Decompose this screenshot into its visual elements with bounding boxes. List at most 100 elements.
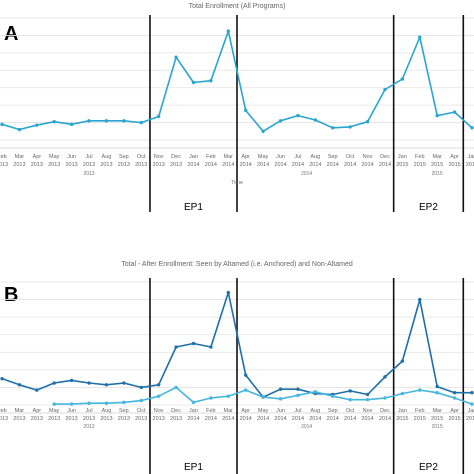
x-tick-label-year: 2013 <box>170 162 182 168</box>
data-point <box>226 290 230 295</box>
data-point <box>174 345 178 349</box>
data-point <box>226 394 230 398</box>
series-line <box>1 30 473 133</box>
series-2 <box>52 385 474 406</box>
x-tick-label-year: 2014 <box>379 162 391 168</box>
x-tick-label-year: 2013 <box>31 416 43 422</box>
x-tick-label-month: Aug <box>102 154 112 160</box>
x-tick-label-month: Oct <box>137 408 146 414</box>
x-tick-label-year: 2013 <box>0 162 8 168</box>
x-tick-label-year: 2013 <box>31 162 43 168</box>
data-point <box>418 297 422 302</box>
x-tick-label-month: Jan <box>468 154 474 160</box>
data-point <box>278 119 283 123</box>
x-tick-label-year: 2014 <box>274 416 286 422</box>
x-tick-label-month: Feb <box>0 154 7 160</box>
x-axis-title: Time <box>231 180 243 186</box>
x-tick-label-month: Jul <box>86 154 93 160</box>
x-tick-label-year: 2014 <box>292 416 304 422</box>
x-tick-label-year: 2013 <box>118 416 130 422</box>
data-point <box>87 401 91 405</box>
data-point <box>400 359 405 363</box>
x-tick-label-month: Mar <box>432 154 442 160</box>
x-tick-label-year: 2014 <box>361 416 373 422</box>
x-tick-label-year: 2014 <box>257 416 269 422</box>
x-tick-label-month: Sep <box>328 408 338 414</box>
x-tick-label-year: 2015 <box>448 162 460 168</box>
x-tick-label-year: 2014 <box>292 162 304 168</box>
data-point <box>191 341 196 346</box>
x-tick-label-year: 2014 <box>274 162 286 168</box>
year-group-label: 2014 <box>301 171 312 177</box>
x-tick-label-year: 2014 <box>309 416 321 422</box>
x-tick-labels: Feb 2013 Mar 2013 Apr 2013 May 2013 Jun 2013 Jul 20… <box>0 154 474 168</box>
x-tick-label-month: May <box>49 154 60 160</box>
x-tick-label-month: Oct <box>346 408 355 414</box>
x-tick-label-month: Feb <box>0 408 7 414</box>
x-tick-label-year: 2013 <box>100 416 112 422</box>
event-label-ep2: EP2 <box>419 462 438 473</box>
panel-b: B Total - After Enrollment: Seen by Altam… <box>0 261 474 474</box>
data-point <box>383 375 387 379</box>
data-point <box>331 126 335 130</box>
data-point <box>383 87 387 92</box>
data-point <box>244 373 248 377</box>
x-tick-label-month: Apr <box>33 408 42 414</box>
data-point <box>17 127 22 132</box>
series-line <box>1 291 472 398</box>
data-point <box>261 395 265 399</box>
data-point <box>191 80 196 85</box>
x-tick-label-year: 2014 <box>327 416 339 422</box>
event-label-ep1: EP1 <box>184 462 203 473</box>
x-tick-label-year: 2014 <box>187 416 199 422</box>
x-tick-label-year: 2013 <box>135 416 147 422</box>
data-point <box>174 55 178 59</box>
x-tick-label-year: 2014 <box>344 416 356 422</box>
data-point <box>104 401 109 405</box>
x-tick-label-year: 2014 <box>240 162 252 168</box>
x-tick-label-year: 2015 <box>431 416 443 422</box>
data-point <box>400 391 405 396</box>
data-point <box>209 396 213 400</box>
x-tick-label-year: 2014 <box>222 162 234 168</box>
panel-a: A Total Enrollment (All Programs) EP1 EP2 Fe… <box>0 3 474 213</box>
x-tick-label-month: Aug <box>310 408 320 414</box>
x-tick-label-year: 2015 <box>414 416 426 422</box>
x-tick-label-month: Apr <box>33 154 42 160</box>
data-point <box>244 388 248 392</box>
x-tick-label-month: Feb <box>415 154 424 160</box>
data-point <box>313 118 318 122</box>
x-tick-label-year: 2013 <box>100 162 112 168</box>
year-group-label: 2015 <box>432 424 443 430</box>
data-point <box>365 398 370 402</box>
x-tick-label-month: Oct <box>346 154 355 160</box>
x-tick-label-year: 2014 <box>205 162 217 168</box>
data-point <box>174 385 178 390</box>
x-tick-label-year: 2013 <box>153 162 165 168</box>
x-tick-label-month: Mar <box>15 408 25 414</box>
x-tick-label-year: 2014 <box>240 416 252 422</box>
x-tick-label-year: 2014 <box>257 162 269 168</box>
data-point <box>244 108 248 113</box>
panel-letter: B <box>4 284 18 306</box>
x-tick-label-month: Jan <box>468 408 474 414</box>
x-tick-label-month: Feb <box>415 408 424 414</box>
x-tick-label-year: 2014 <box>187 162 199 168</box>
data-point <box>452 391 457 395</box>
x-tick-label-year: 2015 <box>396 416 408 422</box>
x-tick-label-month: Aug <box>310 154 320 160</box>
x-tick-label-year: 2015 <box>466 162 474 168</box>
x-tick-label-month: Apr <box>450 408 459 414</box>
x-tick-label-month: Nov <box>363 408 373 414</box>
year-group-label: 2013 <box>83 424 94 430</box>
x-tick-label-month: Jan <box>189 408 198 414</box>
x-tick-label-year: 2015 <box>466 416 474 422</box>
x-tick-label-year: 2013 <box>13 416 25 422</box>
data-point <box>365 120 370 124</box>
chart-title: Total Enrollment (All Programs) <box>189 3 286 10</box>
data-point <box>226 29 230 33</box>
x-tick-label-month: Apr <box>450 154 459 160</box>
data-point <box>348 389 352 393</box>
data-point <box>470 402 474 406</box>
